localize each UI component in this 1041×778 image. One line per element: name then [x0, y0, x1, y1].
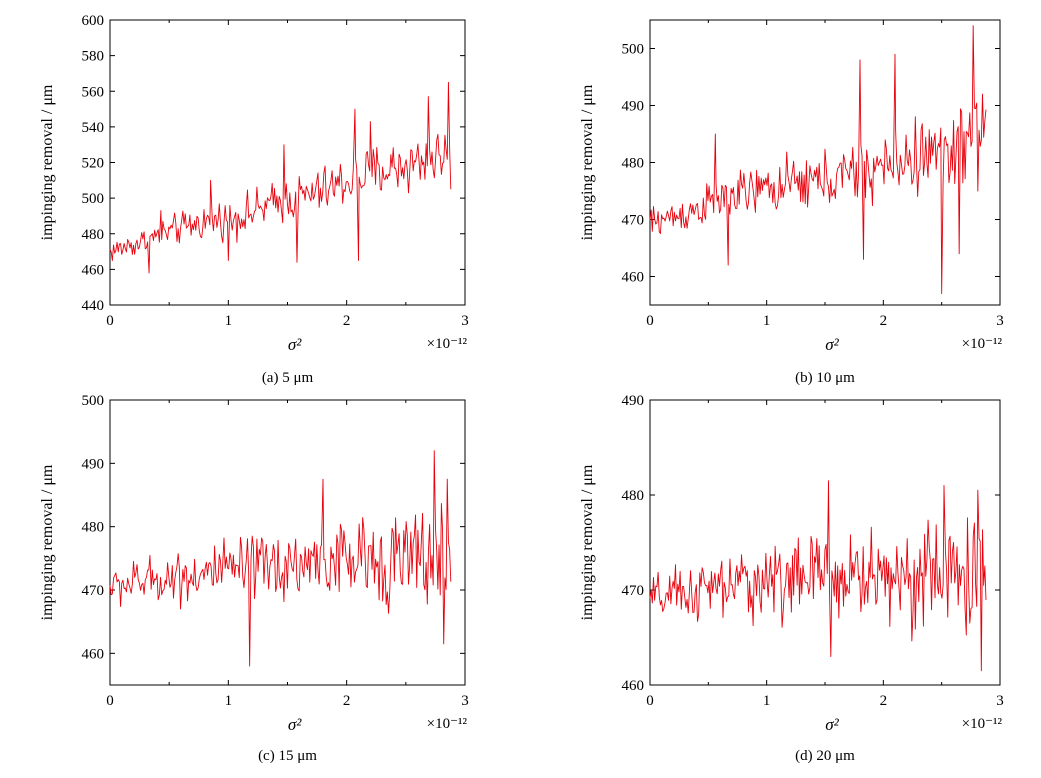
y-tick-label: 500 [82, 191, 105, 207]
x-tick-label: 0 [106, 693, 114, 709]
y-tick-label: 480 [622, 156, 645, 172]
y-axis-label: impinging removal / μm [39, 84, 56, 240]
x-axis-label: σ² [288, 715, 302, 734]
y-axis-label: impinging removal / μm [579, 464, 596, 620]
x-axis-label: σ² [825, 335, 839, 354]
x-axis-exponent: ×10⁻¹² [427, 336, 468, 352]
y-tick-label: 490 [82, 456, 105, 472]
x-tick-label: 2 [343, 313, 351, 329]
panel-caption: (b) 10 μm [795, 370, 855, 386]
plot-frame [110, 400, 465, 685]
y-tick-label: 500 [622, 42, 645, 58]
x-tick-label: 3 [461, 693, 469, 709]
x-tick-label: 0 [646, 693, 654, 709]
y-tick-label: 490 [622, 99, 645, 115]
panel-caption: (c) 15 μm [258, 748, 317, 764]
x-axis-label: σ² [825, 715, 839, 734]
x-tick-label: 2 [343, 693, 351, 709]
y-tick-label: 480 [622, 488, 645, 504]
x-axis-label: σ² [288, 335, 302, 354]
y-tick-label: 490 [622, 393, 645, 409]
y-tick-label: 520 [82, 156, 105, 172]
chart-panel-2: 460 470 480 490 500 0 1 2 3 ×10⁻¹² σ² impinging rem… [579, 20, 1004, 386]
y-tick-label: 540 [82, 120, 105, 136]
y-tick-label: 470 [622, 583, 645, 599]
series-line [110, 451, 451, 666]
chart-panel-1: 440 460 480 500 520 540 560 580 600 0 1 2 3 ×10⁻¹² σ² i… [39, 13, 469, 386]
y-tick-label: 460 [622, 270, 645, 286]
x-tick-label: 0 [106, 313, 114, 329]
x-axis-exponent: ×10⁻¹² [427, 716, 468, 732]
y-tick-label: 500 [82, 393, 105, 409]
x-tick-label: 1 [763, 693, 771, 709]
x-tick-label: 2 [880, 313, 888, 329]
chart-panel-3: 460 470 480 490 500 0 1 2 3 ×10⁻¹² σ² impinging rem… [39, 393, 469, 764]
x-tick-label: 2 [880, 693, 888, 709]
y-tick-label: 560 [82, 84, 105, 100]
y-tick-label: 460 [82, 646, 105, 662]
y-tick-label: 600 [82, 13, 105, 29]
y-tick-label: 470 [82, 583, 105, 599]
series-line [110, 82, 451, 273]
y-axis-label: impinging removal / μm [39, 464, 56, 620]
y-tick-label: 580 [82, 49, 105, 65]
chart-panel-4: 460 470 480 490 0 1 2 3 ×10⁻¹² σ² impinging remova… [579, 393, 1004, 764]
y-tick-label: 480 [82, 520, 105, 536]
y-tick-label: 460 [622, 678, 645, 694]
x-tick-label: 3 [461, 313, 469, 329]
y-axis-label: impinging removal / μm [579, 84, 596, 240]
panel-caption: (d) 20 μm [795, 748, 855, 764]
x-tick-label: 0 [646, 313, 654, 329]
x-tick-label: 1 [225, 693, 233, 709]
y-tick-label: 460 [82, 262, 105, 278]
y-tick-label: 470 [622, 213, 645, 229]
plot-frame [110, 20, 465, 305]
x-tick-label: 3 [996, 693, 1004, 709]
y-tick-label: 480 [82, 227, 105, 243]
panel-caption: (a) 5 μm [262, 370, 314, 386]
series-line [650, 481, 986, 671]
x-tick-label: 1 [763, 313, 771, 329]
plot-frame [650, 400, 1000, 685]
x-tick-label: 1 [225, 313, 233, 329]
series-line [650, 26, 986, 294]
x-tick-label: 3 [996, 313, 1004, 329]
x-axis-exponent: ×10⁻¹² [962, 336, 1003, 352]
y-tick-label: 440 [82, 298, 105, 314]
x-axis-exponent: ×10⁻¹² [962, 716, 1003, 732]
